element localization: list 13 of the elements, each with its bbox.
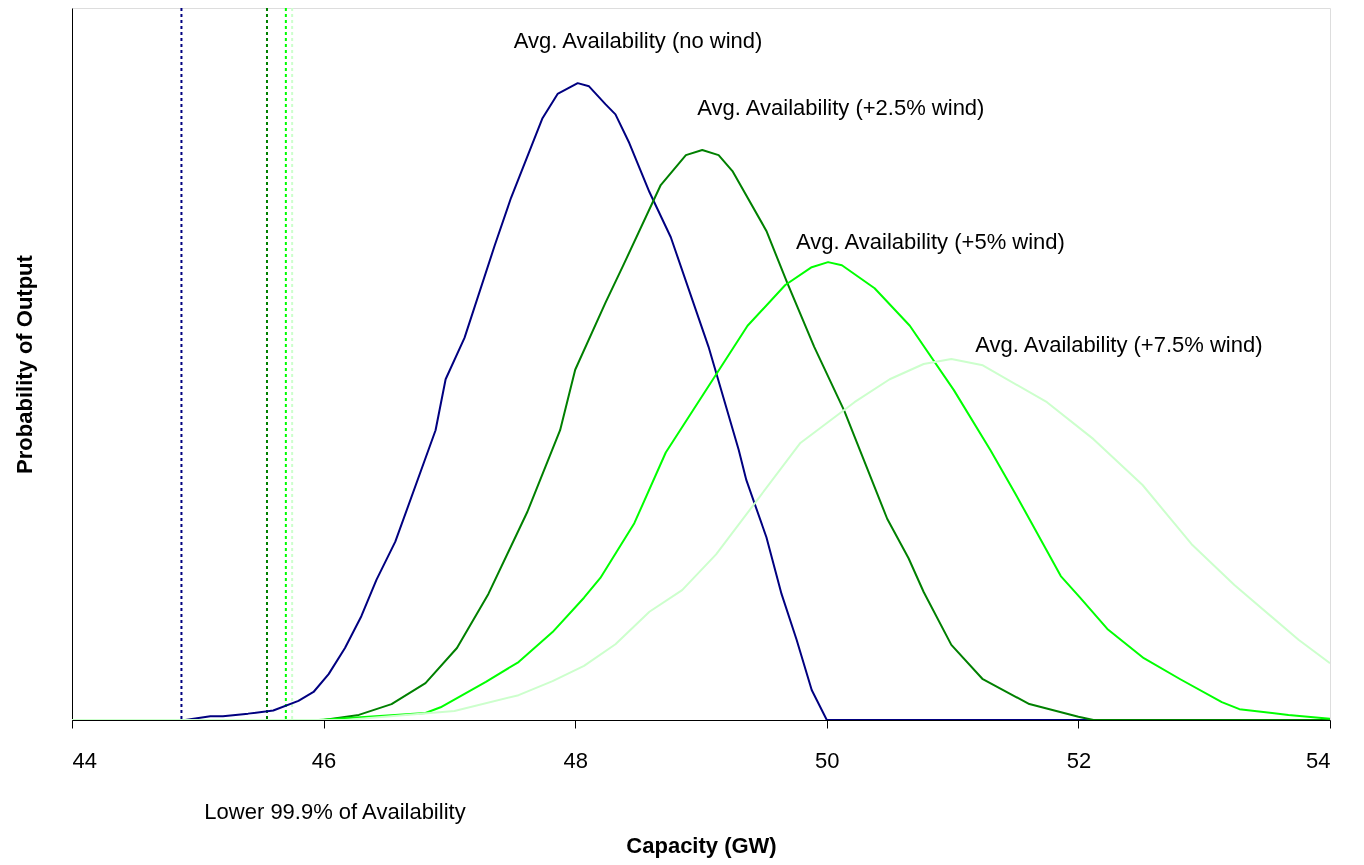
- series-label: Avg. Availability (+7.5% wind): [975, 331, 1263, 357]
- series-label: Avg. Availability (+5% wind): [796, 229, 1065, 255]
- x-tick-label: 54: [1306, 747, 1331, 773]
- x-tick-label: 52: [1066, 747, 1092, 773]
- series-label: Avg. Availability (+2.5% wind): [697, 95, 985, 121]
- text: Avg. Availability (no wind): [513, 28, 763, 54]
- y-axis-title: Probability of Output: [11, 254, 37, 474]
- x-tick-label: 44: [72, 747, 97, 773]
- x-tick-label: 48: [563, 747, 588, 773]
- x-axis-title: Capacity (GW): [626, 832, 777, 858]
- text: Lower 99.9% of Availability: [204, 799, 466, 824]
- x-tick-label: 46: [311, 747, 337, 773]
- x-tick-label: 50: [815, 747, 840, 773]
